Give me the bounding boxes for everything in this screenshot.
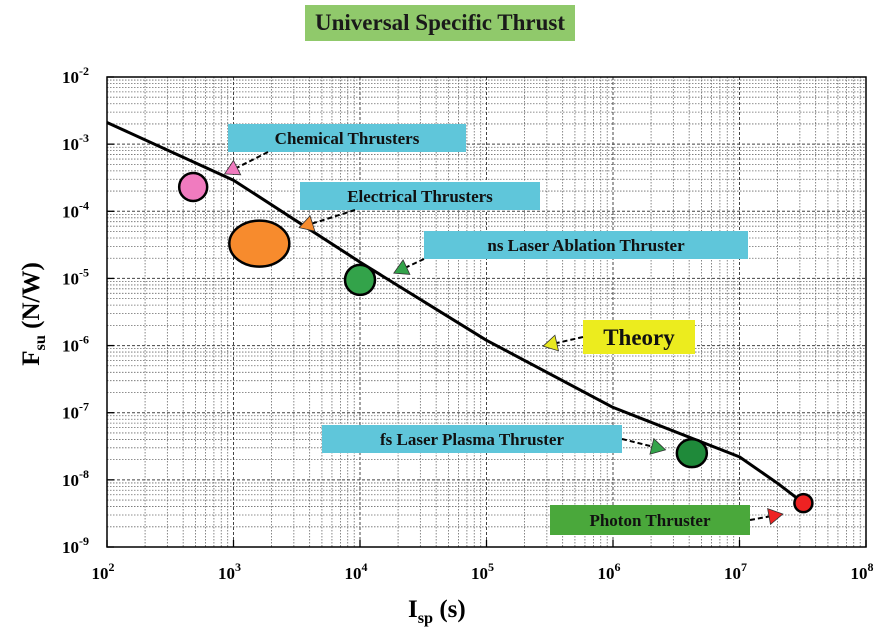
annotation-leader [556,336,584,345]
annotation-box [300,182,540,210]
y-tick-label: 10-3 [62,131,89,154]
annotation-label: Electrical Thrusters [347,187,493,206]
annotation-2: ns Laser Ablation Thruster [393,231,748,275]
x-axis-label: Isp (s) [408,596,466,627]
annotation-4: fs Laser Plasma Thruster [322,425,667,455]
annotation-label: ns Laser Ablation Thruster [487,236,685,255]
annotation-box [583,320,695,354]
annotation-box [322,425,622,453]
electrical-thrusters-marker [228,219,291,268]
fs-laser-plasma-thruster-marker [675,437,709,469]
x-tick-label: 108 [851,560,874,583]
x-tick-label: 104 [345,560,368,583]
annotation-label: Chemical Thrusters [275,129,420,148]
annotation-label: Photon Thruster [589,511,711,530]
annotation-arrowhead [223,159,242,176]
ns-laser-ablation-thruster-marker [343,263,377,297]
y-tick-label: 10-4 [62,198,89,221]
y-tick-label: 10-8 [62,467,89,490]
annotation-5: Photon Thruster [550,505,784,535]
x-tick-label: 102 [92,560,115,583]
y-tick-label: 10-2 [62,64,89,87]
y-axis-label: Fsu (N/W) [18,262,49,366]
annotation-leader [236,151,269,169]
x-tick-label: 107 [724,560,747,583]
x-tick-label: 106 [598,560,621,583]
annotation-0: Chemical Thrusters [223,124,466,176]
y-tick-label: 10-9 [62,534,89,557]
annotation-box [228,124,466,152]
annotation-label: fs Laser Plasma Thruster [380,430,564,449]
annotation-arrowhead [542,334,560,352]
annotation-box [550,505,750,535]
annotation-leader [621,438,653,448]
annotation-arrowhead [649,437,667,455]
annotation-box [424,231,748,259]
annotation-leader [312,209,356,225]
y-tick-label: 10-6 [62,333,89,356]
chemical-thrusters-marker [177,171,209,203]
annotation-label: Theory [603,325,675,350]
grid [106,76,867,548]
annotation-leader [406,258,425,269]
annotation-leader [749,515,770,521]
annotation-1: Electrical Thrusters [298,182,540,232]
annotation-arrowhead [393,259,411,275]
y-tick-label: 10-5 [62,265,89,288]
annotation-3: Theory [542,320,695,354]
x-tick-label: 105 [471,560,494,583]
annotation-arrowhead [767,508,784,526]
annotation-arrowhead [298,215,316,232]
x-tick-label: 103 [218,560,241,583]
chart-title: Universal Specific Thrust [305,5,576,41]
y-tick-label: 10-7 [62,400,89,423]
theory-curve [106,121,805,505]
photon-thruster-marker [793,492,814,514]
